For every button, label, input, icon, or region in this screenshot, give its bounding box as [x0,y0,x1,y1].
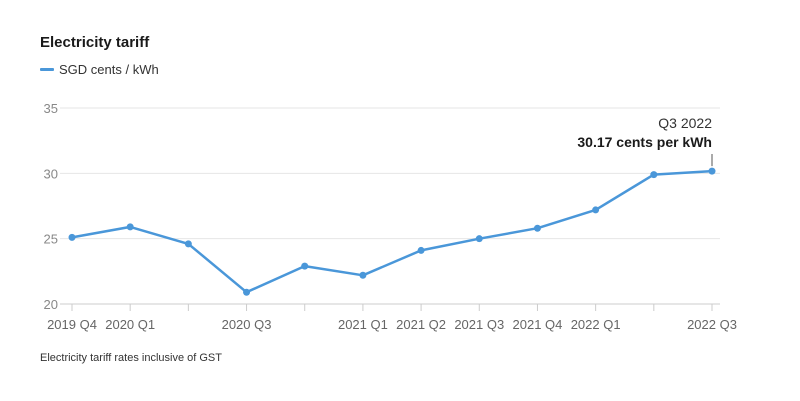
data-point [68,233,76,241]
annotation-period: Q3 2022 [658,115,712,131]
x-tick-label: 2022 Q3 [687,317,737,332]
data-point [533,224,541,232]
x-tick-label: 2021 Q3 [454,317,504,332]
chart-title: Electricity tariff [40,34,150,51]
data-point [301,262,309,270]
data-point [126,223,134,231]
x-tick-label: 2020 Q3 [222,317,272,332]
x-tick-label: 2021 Q2 [396,317,446,332]
data-point [184,240,192,248]
y-tick-label: 20 [44,297,58,312]
x-axis-ticks: 2019 Q4 2020 Q1 2020 Q3 2021 Q1 2021 Q2 2021 … [47,304,737,332]
legend-swatch [40,68,54,71]
y-tick-label: 35 [44,101,58,116]
series-line [70,169,714,294]
legend-label: SGD cents / kWh [59,62,159,77]
x-tick-label: 2022 Q1 [571,317,621,332]
data-point [708,167,716,175]
data-point [417,246,425,254]
annotation-value: 30.17 cents per kWh [577,134,712,150]
footnote: Electricity tariff rates inclusive of GS… [40,352,222,364]
x-tick-label: 2019 Q4 [47,317,97,332]
x-tick-label: 2021 Q1 [338,317,388,332]
data-point [650,171,658,179]
y-tick-label: 25 [44,232,58,247]
series-line-group [68,167,716,296]
y-axis-tick-labels: 20 25 30 35 [44,101,58,312]
data-point [475,235,483,243]
x-tick-label: 2020 Q1 [105,317,155,332]
y-tick-label: 30 [44,166,58,181]
x-tick-label: 2021 Q4 [513,317,563,332]
annotation: Q3 2022 30.17 cents per kWh [577,115,713,167]
data-point [359,271,367,279]
legend: SGD cents / kWh [40,62,159,77]
data-point [243,288,251,296]
data-point [592,206,600,214]
